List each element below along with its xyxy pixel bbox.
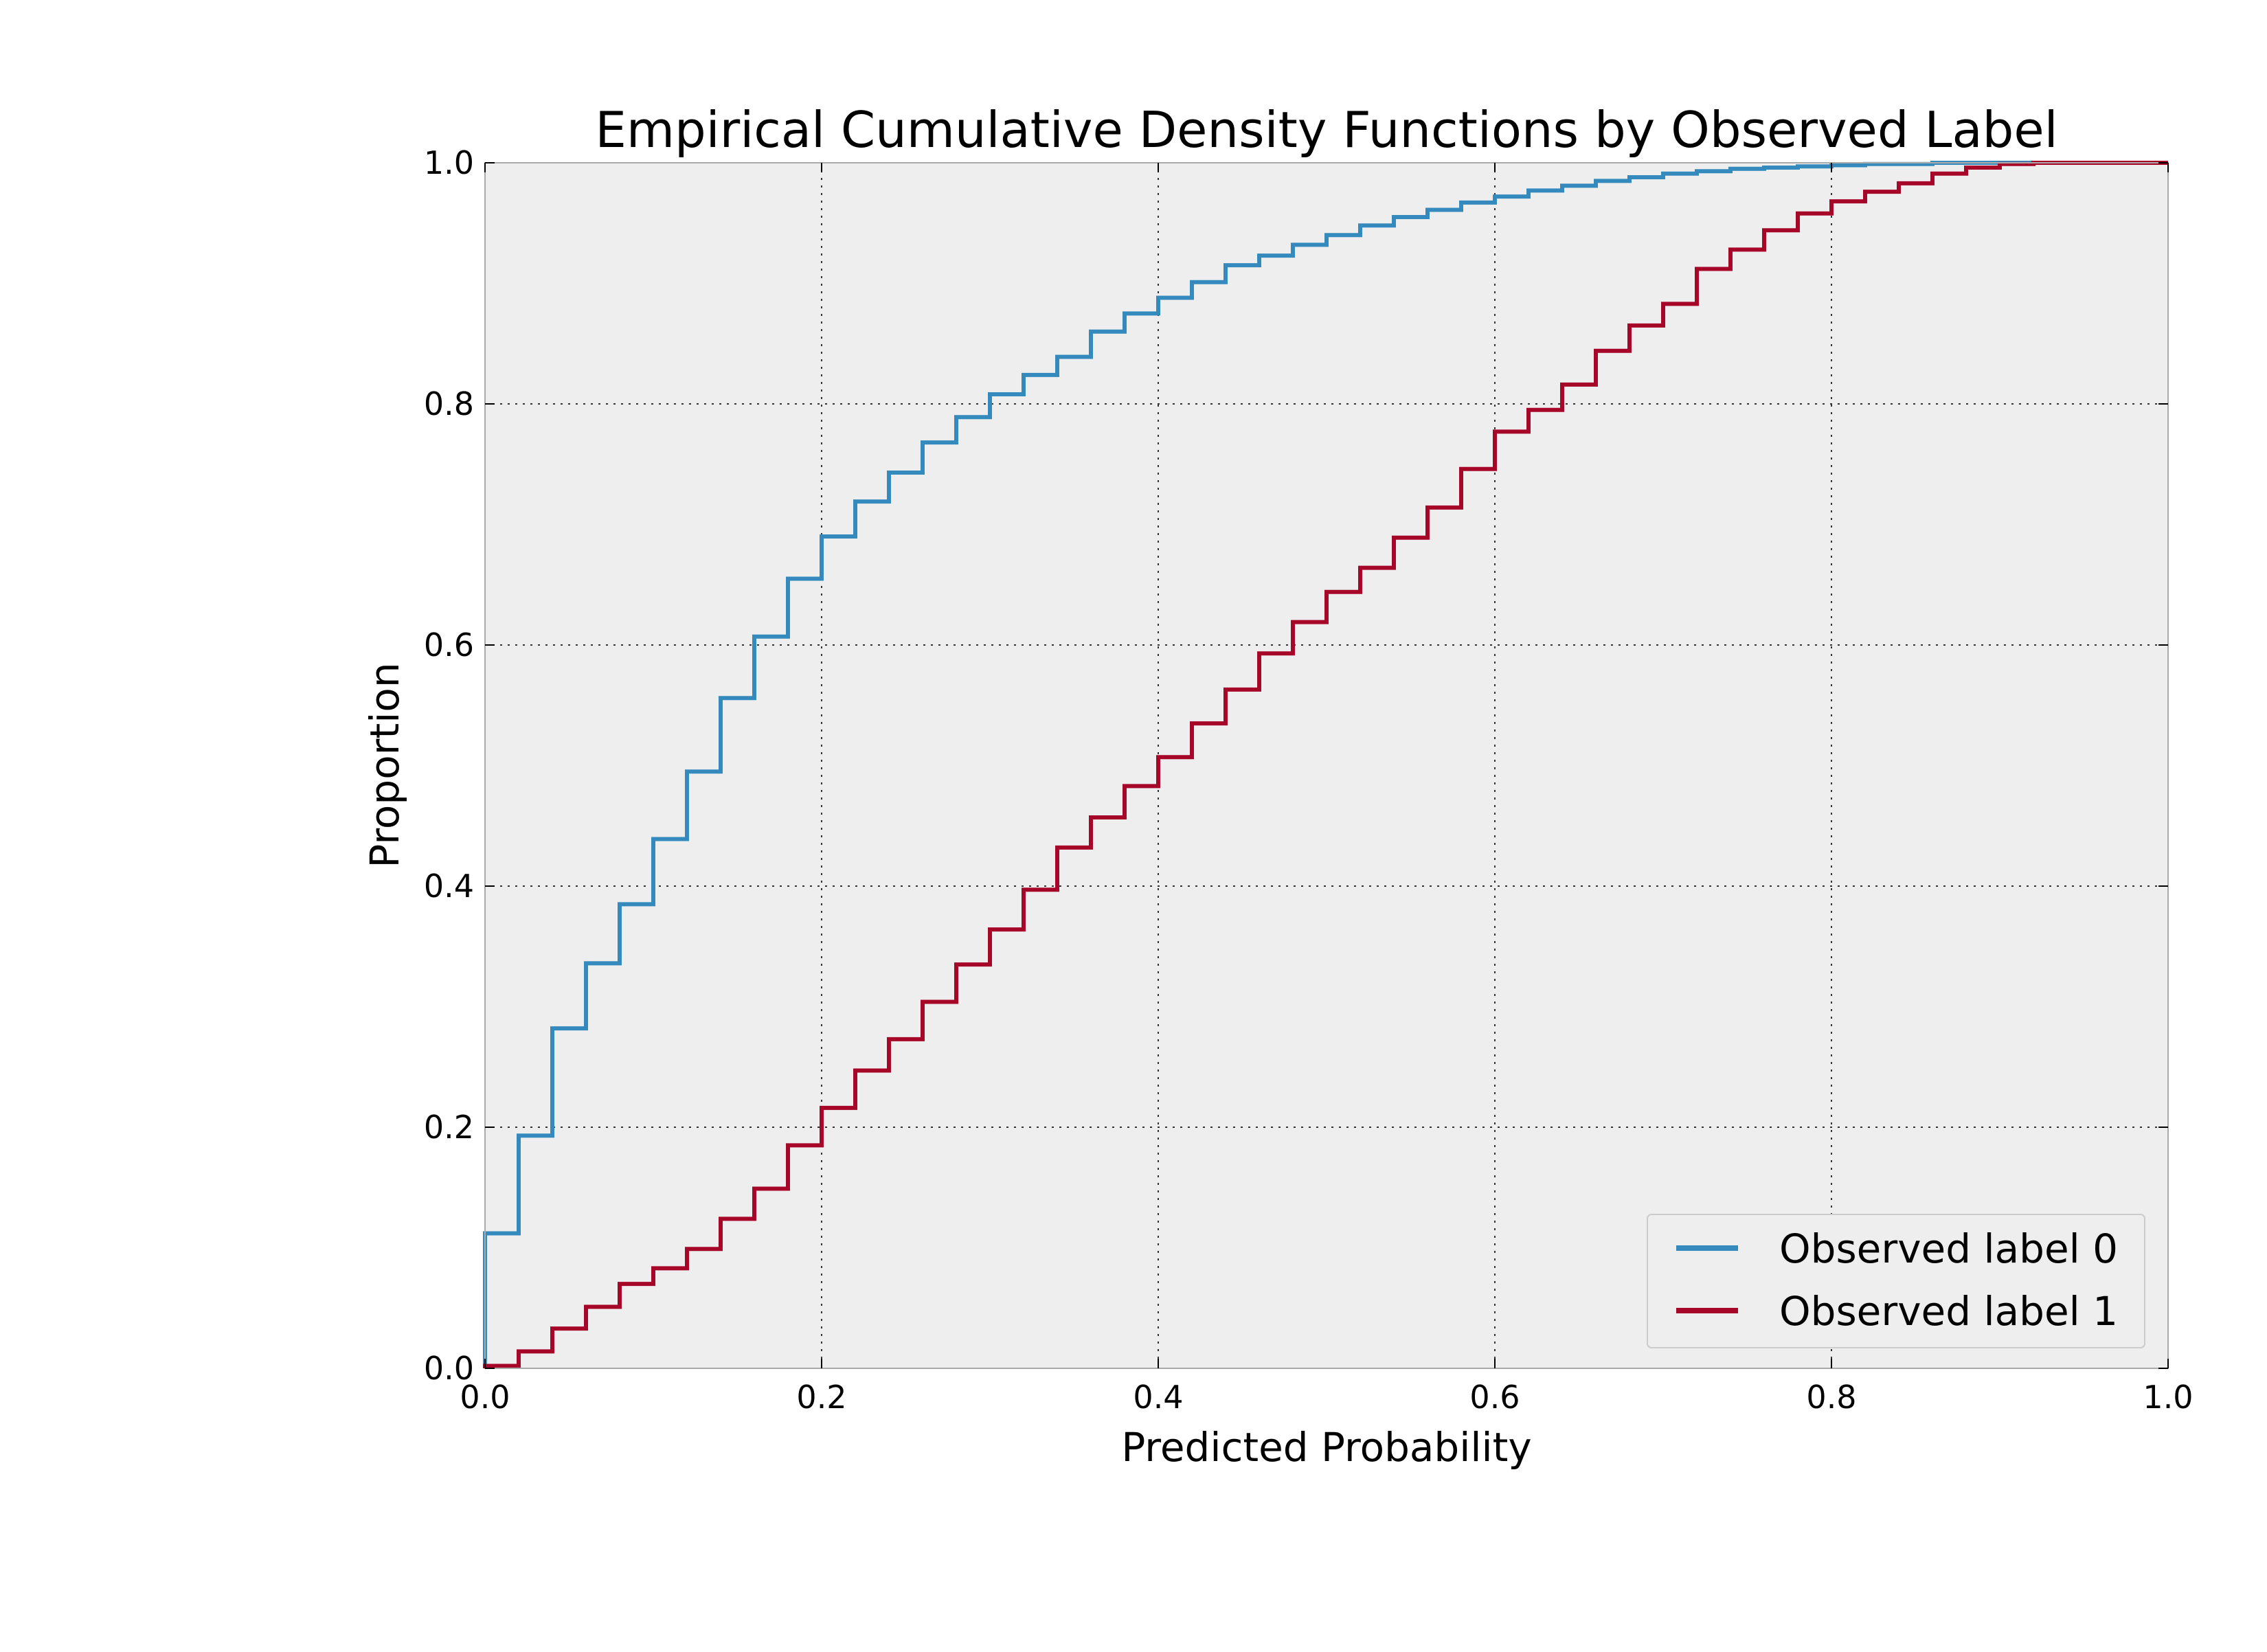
plot-background bbox=[485, 163, 2168, 1368]
x-tick-label: 1.0 bbox=[2143, 1379, 2193, 1416]
y-tick-label: 0.0 bbox=[424, 1350, 474, 1387]
series-lines bbox=[483, 161, 2168, 1368]
x-tick-label: 0.8 bbox=[1806, 1379, 1856, 1416]
series-line-label-0 bbox=[483, 161, 2168, 1368]
x-tick-label: 0.0 bbox=[460, 1379, 510, 1416]
x-tick-label: 0.4 bbox=[1133, 1379, 1183, 1416]
chart-title: Empirical Cumulative Density Functions b… bbox=[595, 101, 2057, 159]
plot-frame bbox=[484, 162, 2169, 1369]
y-tick-label: 0.6 bbox=[424, 626, 474, 664]
y-tick-label: 0.2 bbox=[424, 1109, 474, 1146]
y-tick-label: 1.0 bbox=[424, 144, 474, 181]
x-tick-label: 0.6 bbox=[1469, 1379, 1520, 1416]
y-axis-label: Proportion bbox=[361, 662, 408, 868]
legend: Observed label 0 Observed label 1 bbox=[1647, 1214, 2145, 1348]
x-tick-label: 0.2 bbox=[796, 1379, 846, 1416]
legend-entry-label-1: Observed label 1 bbox=[1779, 1288, 2118, 1335]
x-axis-label: Predicted Probability bbox=[1121, 1424, 1531, 1471]
axis-ticks: 0.0 0.2 0.4 0.6 0.8 1.0 0.0 0.2 0.4 0.6 0.8 1.0 bbox=[424, 144, 2193, 1416]
y-tick-label: 0.8 bbox=[424, 385, 474, 422]
series-line-label-1 bbox=[483, 161, 2168, 1368]
y-tick-label: 0.4 bbox=[424, 868, 474, 905]
legend-box bbox=[1647, 1214, 2145, 1348]
legend-entry-label-0: Observed label 0 bbox=[1779, 1225, 2118, 1272]
